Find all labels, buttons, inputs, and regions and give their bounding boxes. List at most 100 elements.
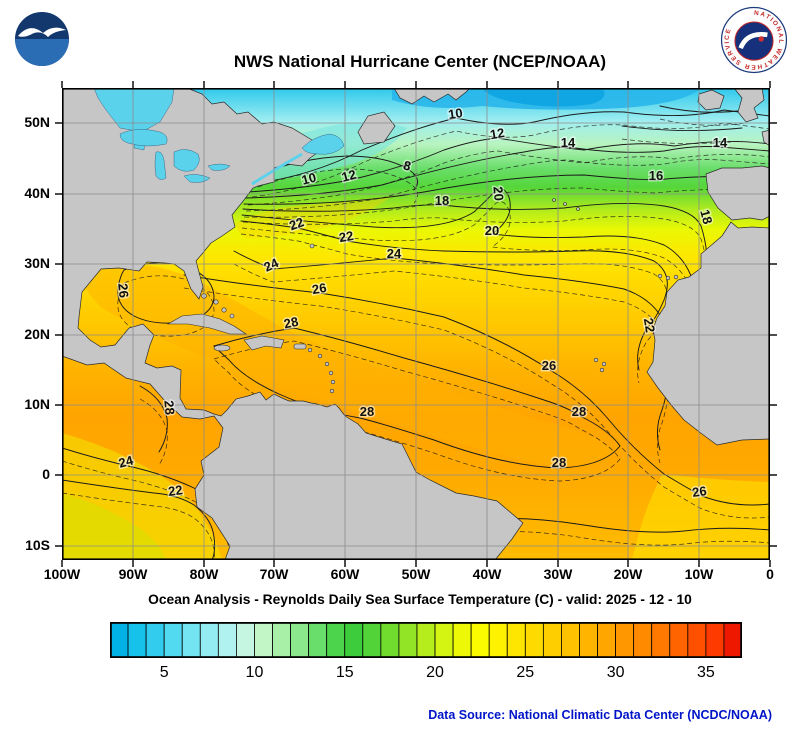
isotherm-intermediate — [659, 118, 747, 126]
isotherm-10c — [251, 109, 770, 185]
isotherm-label: 12 — [489, 125, 506, 142]
isotherm-label: 26 — [691, 483, 707, 500]
y-axis-label: 10S — [25, 537, 50, 553]
land-greenland — [393, 88, 471, 105]
colorbar-cell — [290, 621, 310, 659]
isotherm-label: 20 — [485, 223, 499, 238]
island-antilles — [307, 347, 313, 353]
sst-map: 10 12 14 14 16 8 10 12 18 20 20 18 22 22 24 24 26 26 28 22 2… — [55, 81, 777, 567]
island-antilles — [324, 361, 330, 367]
isotherm-28c — [213, 327, 621, 469]
colorbar-cell — [687, 621, 707, 659]
island-bahamas — [221, 307, 227, 313]
land-newfoundland — [357, 111, 396, 145]
isotherm-label: 18 — [435, 193, 449, 208]
isotherm-ne-2 — [659, 105, 747, 113]
land-france — [761, 129, 770, 147]
isotherm-intermediate — [243, 187, 770, 218]
colorbar-cell — [597, 621, 616, 659]
colorbar-cell — [127, 621, 147, 659]
nws-logo: NATIONAL WEATHER SERVICE — [720, 6, 788, 74]
isotherm-26c — [183, 274, 770, 506]
colorbar-cell — [615, 621, 635, 659]
colorbar-cell — [561, 621, 580, 659]
latitude-axis: 50N 40N 30N 20N 10N 0 10S — [0, 88, 57, 560]
isotherm-label: 28 — [572, 404, 586, 419]
isotherm-intermediate — [463, 530, 770, 546]
colorbar-cell — [236, 621, 255, 659]
y-axis-label: 50N — [24, 114, 50, 130]
colorbar-cell — [579, 621, 598, 659]
colorbar-cell — [254, 621, 273, 659]
colorbar-tick-label: 20 — [426, 664, 444, 681]
isotherm-label: 14 — [561, 135, 576, 150]
island-cape-verde — [599, 367, 605, 373]
isotherm-label: 28 — [360, 404, 374, 419]
colorbar-cell — [705, 621, 725, 659]
lakes — [93, 88, 345, 186]
island-canaries — [673, 274, 679, 280]
colorbar-tick-label: 35 — [696, 664, 715, 681]
isotherm-22c-south — [62, 479, 216, 560]
isotherm-14c — [245, 146, 770, 199]
colorbar-cell — [398, 621, 418, 659]
isotherm-label: 26 — [115, 283, 131, 299]
island-cape-verde — [593, 357, 599, 363]
isotherm-18c — [242, 202, 708, 291]
isotherm-label: 28 — [161, 400, 177, 416]
x-axis-label: 20W — [613, 566, 643, 582]
lake-erie — [183, 174, 211, 183]
colorbar-cell — [380, 621, 400, 659]
x-axis-label: 60W — [330, 566, 360, 582]
isotherm-label: 20 — [490, 186, 506, 202]
noaa-logo — [10, 6, 74, 70]
gulf-of-st-lawrence — [301, 133, 345, 155]
lake-superior — [119, 129, 168, 147]
island-azores — [576, 207, 580, 211]
y-axis-label: 40N — [24, 185, 50, 201]
island-jamaica — [213, 344, 231, 352]
colorbar-cell — [633, 621, 653, 659]
isotherm-intermediate — [245, 159, 770, 212]
y-axis-label: 30N — [24, 255, 50, 271]
x-axis-label: 0 — [766, 566, 774, 582]
isotherm-label: 24 — [387, 246, 402, 261]
axis-tick-marks — [55, 81, 777, 567]
x-axis-label: 10W — [684, 566, 714, 582]
island-canaries — [657, 273, 663, 279]
isotherm-intermediate — [233, 263, 671, 464]
isotherm-intermediate — [247, 150, 770, 206]
colorbar-tick-label: 15 — [335, 664, 354, 681]
island-antilles — [330, 379, 336, 385]
island-bahamas — [213, 299, 219, 305]
colorbar-cell — [145, 621, 165, 659]
colorbar-tick-label: 10 — [245, 664, 264, 681]
isotherm-label: 12 — [340, 167, 358, 185]
colorbar-cell — [723, 621, 743, 659]
colorbar-cell — [272, 621, 291, 659]
isotherm-label: 22 — [338, 228, 355, 245]
isotherm-22c — [240, 220, 668, 371]
isotherm-intermediate — [183, 287, 770, 519]
isotherm-28c-epac — [139, 385, 168, 453]
x-axis-label: 40W — [472, 566, 502, 582]
isotherm-label: 18 — [697, 208, 715, 226]
isotherm-label: 24 — [117, 452, 136, 470]
island-cape-verde — [601, 361, 607, 367]
graticule — [62, 88, 770, 560]
isotherm-label: 14 — [713, 135, 728, 150]
isotherm-label: 28 — [282, 314, 299, 332]
colorbar-tick-label: 25 — [516, 664, 535, 681]
island-cuba — [166, 313, 247, 335]
isotherm-intermediate — [257, 168, 418, 204]
land-africa — [646, 221, 770, 446]
map-frame-border — [62, 88, 771, 560]
colorbar-cell — [326, 621, 346, 659]
lake-michigan — [154, 151, 167, 180]
x-axis-label: 100W — [43, 566, 81, 582]
isotherm-intermediate — [251, 122, 770, 198]
isotherm-intermediate — [241, 201, 698, 356]
colorbar-cell — [452, 621, 472, 659]
x-axis-label: 50W — [401, 566, 431, 582]
isotherm-intermediate — [621, 138, 743, 144]
